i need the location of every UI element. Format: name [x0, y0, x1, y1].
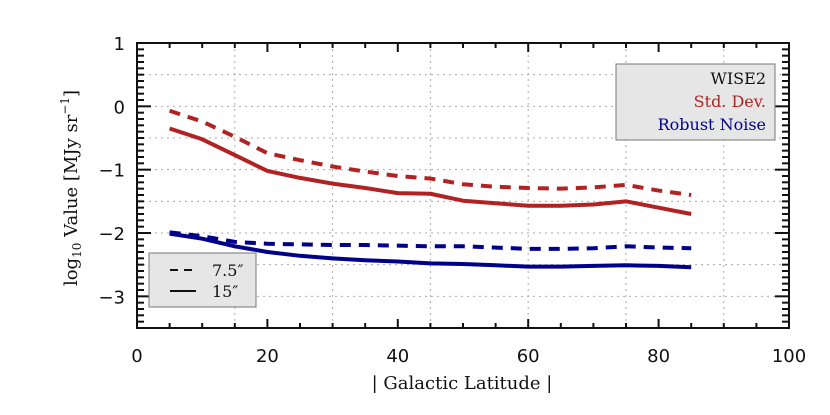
- y-tick-label: −1: [98, 161, 125, 182]
- x-tick-labels: 0 20 40 60 80 100: [131, 346, 806, 367]
- y-tick-label: 0: [114, 97, 125, 118]
- y-tick-labels: 1 0 −1 −2 −3: [98, 34, 125, 308]
- legend-std-dev: Std. Dev.: [694, 92, 766, 111]
- y-tick-label: 1: [114, 34, 125, 55]
- y-axis-title: log10 Value [MJy sr−1]: [58, 90, 84, 286]
- data-series: [168, 108, 692, 270]
- x-tick-label: 60: [517, 346, 540, 367]
- legend-metrics: WISE2 Std. Dev. Robust Noise: [615, 63, 776, 141]
- x-tick-label: 40: [386, 346, 409, 367]
- series-line: [168, 126, 692, 216]
- legend-title-wise2: WISE2: [710, 69, 766, 88]
- legend-beams: 7.5″ 15″: [148, 252, 257, 308]
- series-line: [169, 230, 692, 251]
- series-line: [168, 108, 692, 197]
- x-axis-title: | Galactic Latitude |: [372, 373, 553, 394]
- legend-robust-noise: Robust Noise: [658, 115, 766, 134]
- series-line: [169, 231, 692, 270]
- x-tick-label: 20: [256, 346, 279, 367]
- y-tick-label: −3: [98, 287, 125, 308]
- legend-beam-7-5: 7.5″: [212, 261, 243, 280]
- x-tick-label: 100: [772, 346, 806, 367]
- y-tick-label: −2: [98, 224, 125, 245]
- axes: [136, 42, 790, 329]
- x-tick-label: 0: [131, 346, 142, 367]
- legend-beam-15: 15″: [212, 282, 238, 301]
- x-tick-label: 80: [647, 346, 670, 367]
